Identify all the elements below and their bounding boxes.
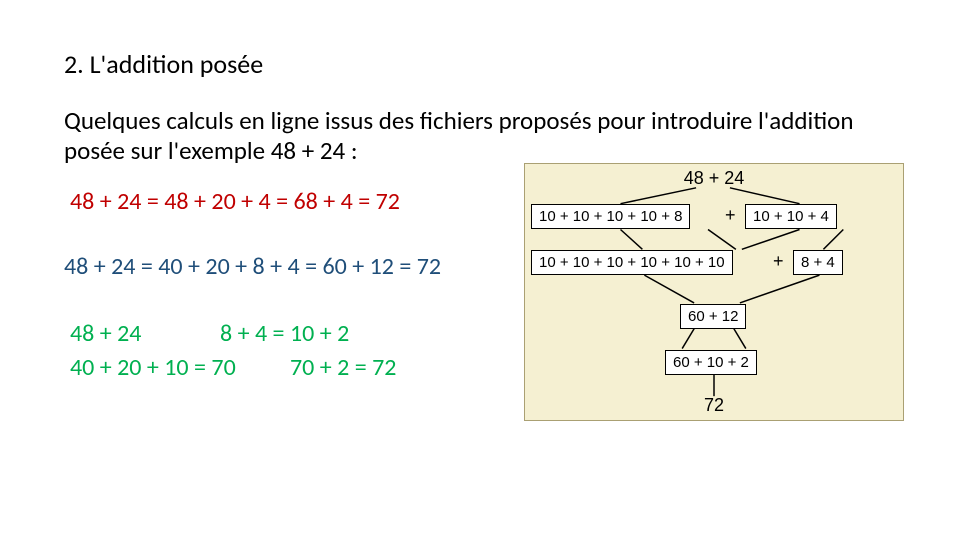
diagram-plus-1: + [725, 205, 736, 226]
diagram-row2-left-box: 10 + 10 + 10 + 10 + 10 + 10 [531, 250, 733, 275]
decomposition-diagram: 48 + 24 10 + 10 + 10 + 10 + 8 + 10 + 10 … [524, 163, 904, 421]
diagram-row1-right-box: 10 + 10 + 4 [745, 204, 837, 229]
calc-green-r1-left: 48 + 24 [70, 317, 220, 351]
section-title: 2. L'addition posée [64, 48, 896, 80]
diagram-top-expr: 48 + 24 [684, 168, 745, 189]
diagram-row2-right-box: 8 + 4 [793, 250, 843, 275]
calc-green-block: 48 + 24 8 + 4 = 10 + 2 40 + 20 + 10 = 70… [70, 317, 504, 384]
content-row: 48 + 24 = 48 + 20 + 4 = 68 + 4 = 72 48 +… [64, 187, 896, 421]
calc-green-r1-right: 8 + 4 = 10 + 2 [220, 317, 349, 351]
calculations-column: 48 + 24 = 48 + 20 + 4 = 68 + 4 = 72 48 +… [64, 187, 504, 384]
diagram-connector-lines [525, 164, 903, 420]
diagram-row3-box: 60 + 12 [680, 304, 746, 329]
diagram-plus-2: + [773, 251, 784, 272]
diagram-bottom-expr: 72 [704, 395, 724, 416]
calc-green-r2-right: 70 + 2 = 72 [290, 351, 396, 385]
calc-red-line: 48 + 24 = 48 + 20 + 4 = 68 + 4 = 72 [70, 187, 504, 216]
diagram-row4-box: 60 + 10 + 2 [665, 350, 757, 375]
calc-blue-line: 48 + 24 = 40 + 20 + 8 + 4 = 60 + 12 = 72 [64, 252, 504, 281]
calc-green-r2-left: 40 + 20 + 10 = 70 [70, 351, 290, 385]
diagram-row1-left-box: 10 + 10 + 10 + 10 + 8 [531, 204, 690, 229]
intro-paragraph: Quelques calculs en ligne issus des fich… [64, 106, 884, 165]
